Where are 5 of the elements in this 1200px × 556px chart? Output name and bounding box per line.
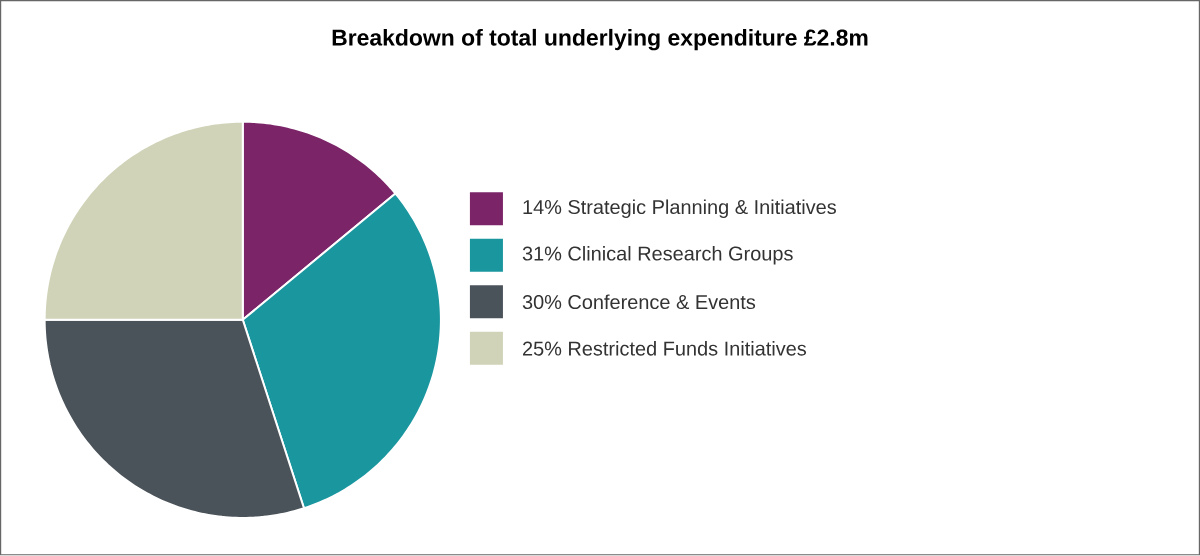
- legend-label: 14% Strategic Planning & Initiatives: [523, 199, 836, 219]
- chart-title: Breakdown of total underlying expenditure £2.8m: [332, 29, 868, 51]
- legend-label: 25% Restricted Funds Initiatives: [522, 341, 807, 356]
- legend-label: 30% Conference & Events: [522, 294, 756, 310]
- legend-label: 31% Clinical Research Groups: [522, 246, 793, 265]
